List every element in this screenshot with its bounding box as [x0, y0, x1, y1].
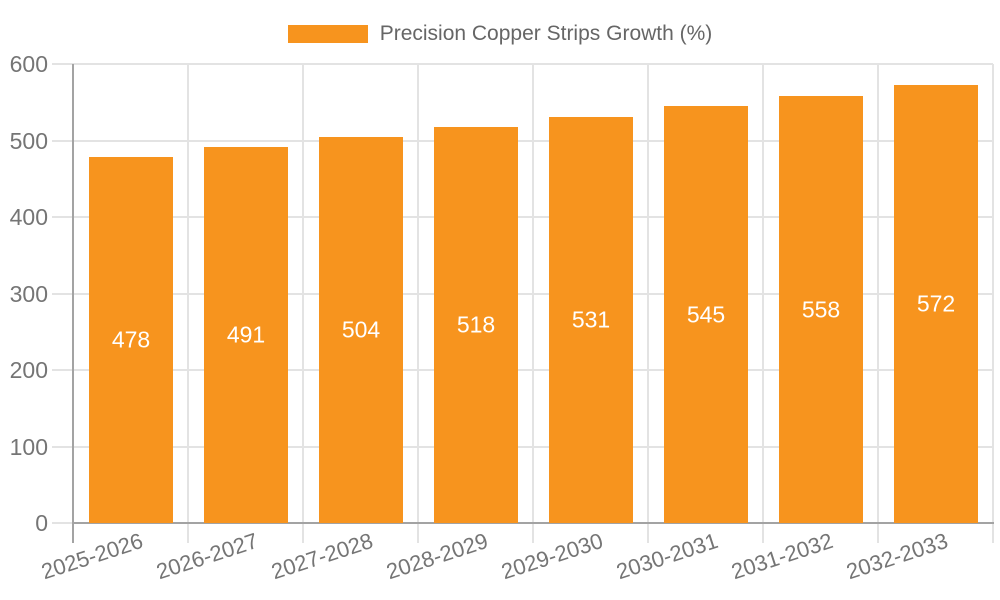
bar-value-label: 531	[571, 306, 611, 333]
bar[interactable]	[434, 127, 518, 523]
x-gridline	[302, 64, 304, 543]
legend-label: Precision Copper Strips Growth (%)	[379, 22, 713, 45]
y-tick-label: 500	[9, 128, 48, 154]
x-tick-label: 2029-2030	[497, 528, 606, 585]
y-gridline	[52, 63, 993, 65]
x-axis-line	[72, 522, 994, 524]
bar[interactable]	[894, 85, 978, 523]
x-tick-label: 2028-2029	[382, 528, 491, 585]
x-gridline	[877, 64, 879, 543]
bar[interactable]	[89, 157, 173, 523]
legend[interactable]: Precision Copper Strips Growth (%)	[0, 22, 1000, 46]
x-tick-label: 2032-2033	[842, 528, 951, 585]
y-axis-line	[72, 64, 74, 543]
bar[interactable]	[664, 106, 748, 523]
bar-value-label: 572	[916, 290, 956, 317]
y-gridline	[52, 216, 993, 218]
x-tick-label: 2030-2031	[612, 528, 721, 585]
y-tick-label: 300	[9, 281, 48, 307]
x-tick-label: 2031-2032	[727, 528, 836, 585]
y-tick-label: 0	[35, 510, 48, 536]
x-tick-label: 2025-2026	[37, 528, 146, 585]
bar-value-label: 545	[686, 301, 726, 328]
x-gridline	[762, 64, 764, 543]
bar[interactable]	[204, 147, 288, 523]
bar-value-label: 518	[456, 311, 496, 338]
x-gridline	[417, 64, 419, 543]
bar-value-label: 491	[226, 321, 266, 348]
x-gridline	[992, 64, 994, 543]
y-gridline	[52, 140, 993, 142]
x-tick-label: 2027-2028	[267, 528, 376, 585]
bar-value-label: 478	[111, 326, 151, 353]
x-gridline	[532, 64, 534, 543]
y-gridline	[52, 293, 993, 295]
bar-value-label: 504	[341, 316, 381, 343]
bar[interactable]	[319, 137, 403, 523]
legend-swatch-icon	[287, 25, 368, 43]
y-tick-label: 600	[9, 51, 48, 77]
bar[interactable]	[549, 117, 633, 523]
y-gridline	[52, 446, 993, 448]
y-tick-label: 400	[9, 204, 48, 230]
y-gridline	[52, 369, 993, 371]
y-tick-label: 100	[9, 434, 48, 460]
bar-value-label: 558	[801, 296, 841, 323]
x-tick-label: 2026-2027	[152, 528, 261, 585]
x-gridline	[187, 64, 189, 543]
x-gridline	[647, 64, 649, 543]
y-tick-label: 200	[9, 357, 48, 383]
bar[interactable]	[779, 96, 863, 523]
